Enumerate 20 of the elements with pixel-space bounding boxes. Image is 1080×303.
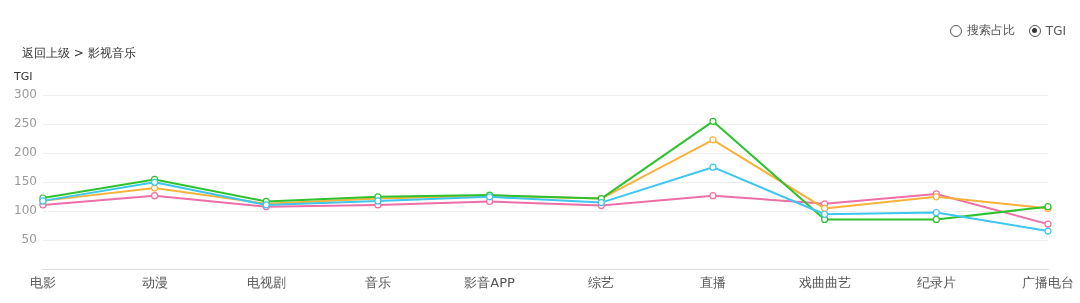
y-tick-label: 100 (14, 203, 37, 218)
x-tick-label: 电影 (29, 274, 56, 290)
text: TGI (1045, 23, 1066, 38)
y-tick-label: 250 (14, 116, 37, 131)
x-tick-label: 影音APP (464, 274, 516, 290)
x-tick-label: 音乐 (364, 274, 391, 290)
x-tick-label: 纪录片 (916, 274, 956, 290)
x-tick-label: 动漫 (141, 274, 168, 290)
y-tick-label: 300 (14, 87, 37, 102)
y-tick-label: 50 (21, 232, 37, 247)
y-axis-title: TGI (14, 70, 33, 83)
y-tick-label: 150 (14, 174, 37, 189)
x-tick-label: 综艺 (588, 274, 615, 290)
x-tick-label: 戏曲曲艺 (798, 274, 851, 290)
x-tick-label: 直播 (699, 274, 726, 290)
x-tick-label: 电视剧 (246, 274, 286, 290)
chart-subtitle: 返回上级 > 影视音乐 (22, 45, 136, 62)
x-tick-label: 广播电台 (1022, 274, 1074, 290)
y-tick-label: 200 (14, 145, 37, 160)
text: 搜索占比 (966, 22, 1015, 39)
